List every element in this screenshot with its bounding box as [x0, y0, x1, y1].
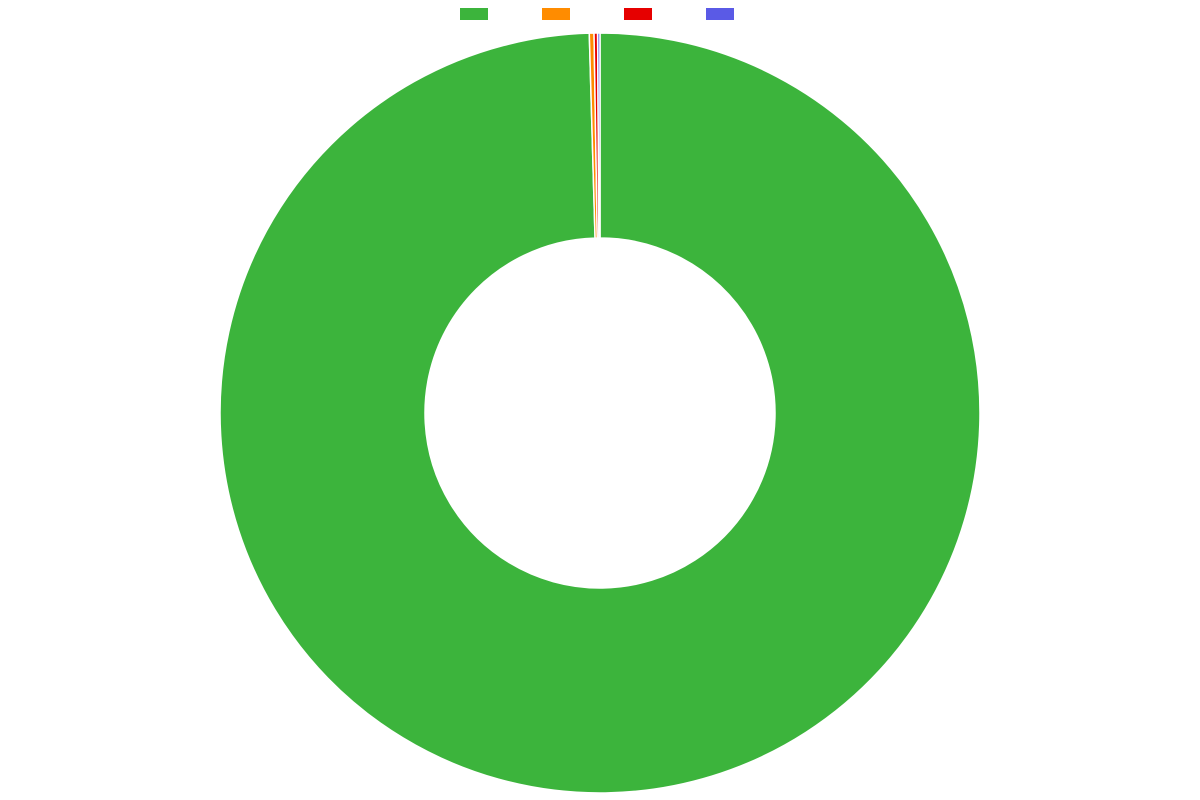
legend-item [624, 8, 658, 20]
legend-swatch [460, 8, 488, 20]
chart-container [0, 0, 1200, 800]
legend [0, 8, 1200, 20]
donut-chart [0, 26, 1200, 800]
donut-slice [598, 33, 600, 238]
legend-swatch [706, 8, 734, 20]
legend-swatch [542, 8, 570, 20]
legend-item [542, 8, 576, 20]
legend-item [460, 8, 494, 20]
donut-svg [0, 26, 1200, 800]
legend-item [706, 8, 740, 20]
legend-swatch [624, 8, 652, 20]
